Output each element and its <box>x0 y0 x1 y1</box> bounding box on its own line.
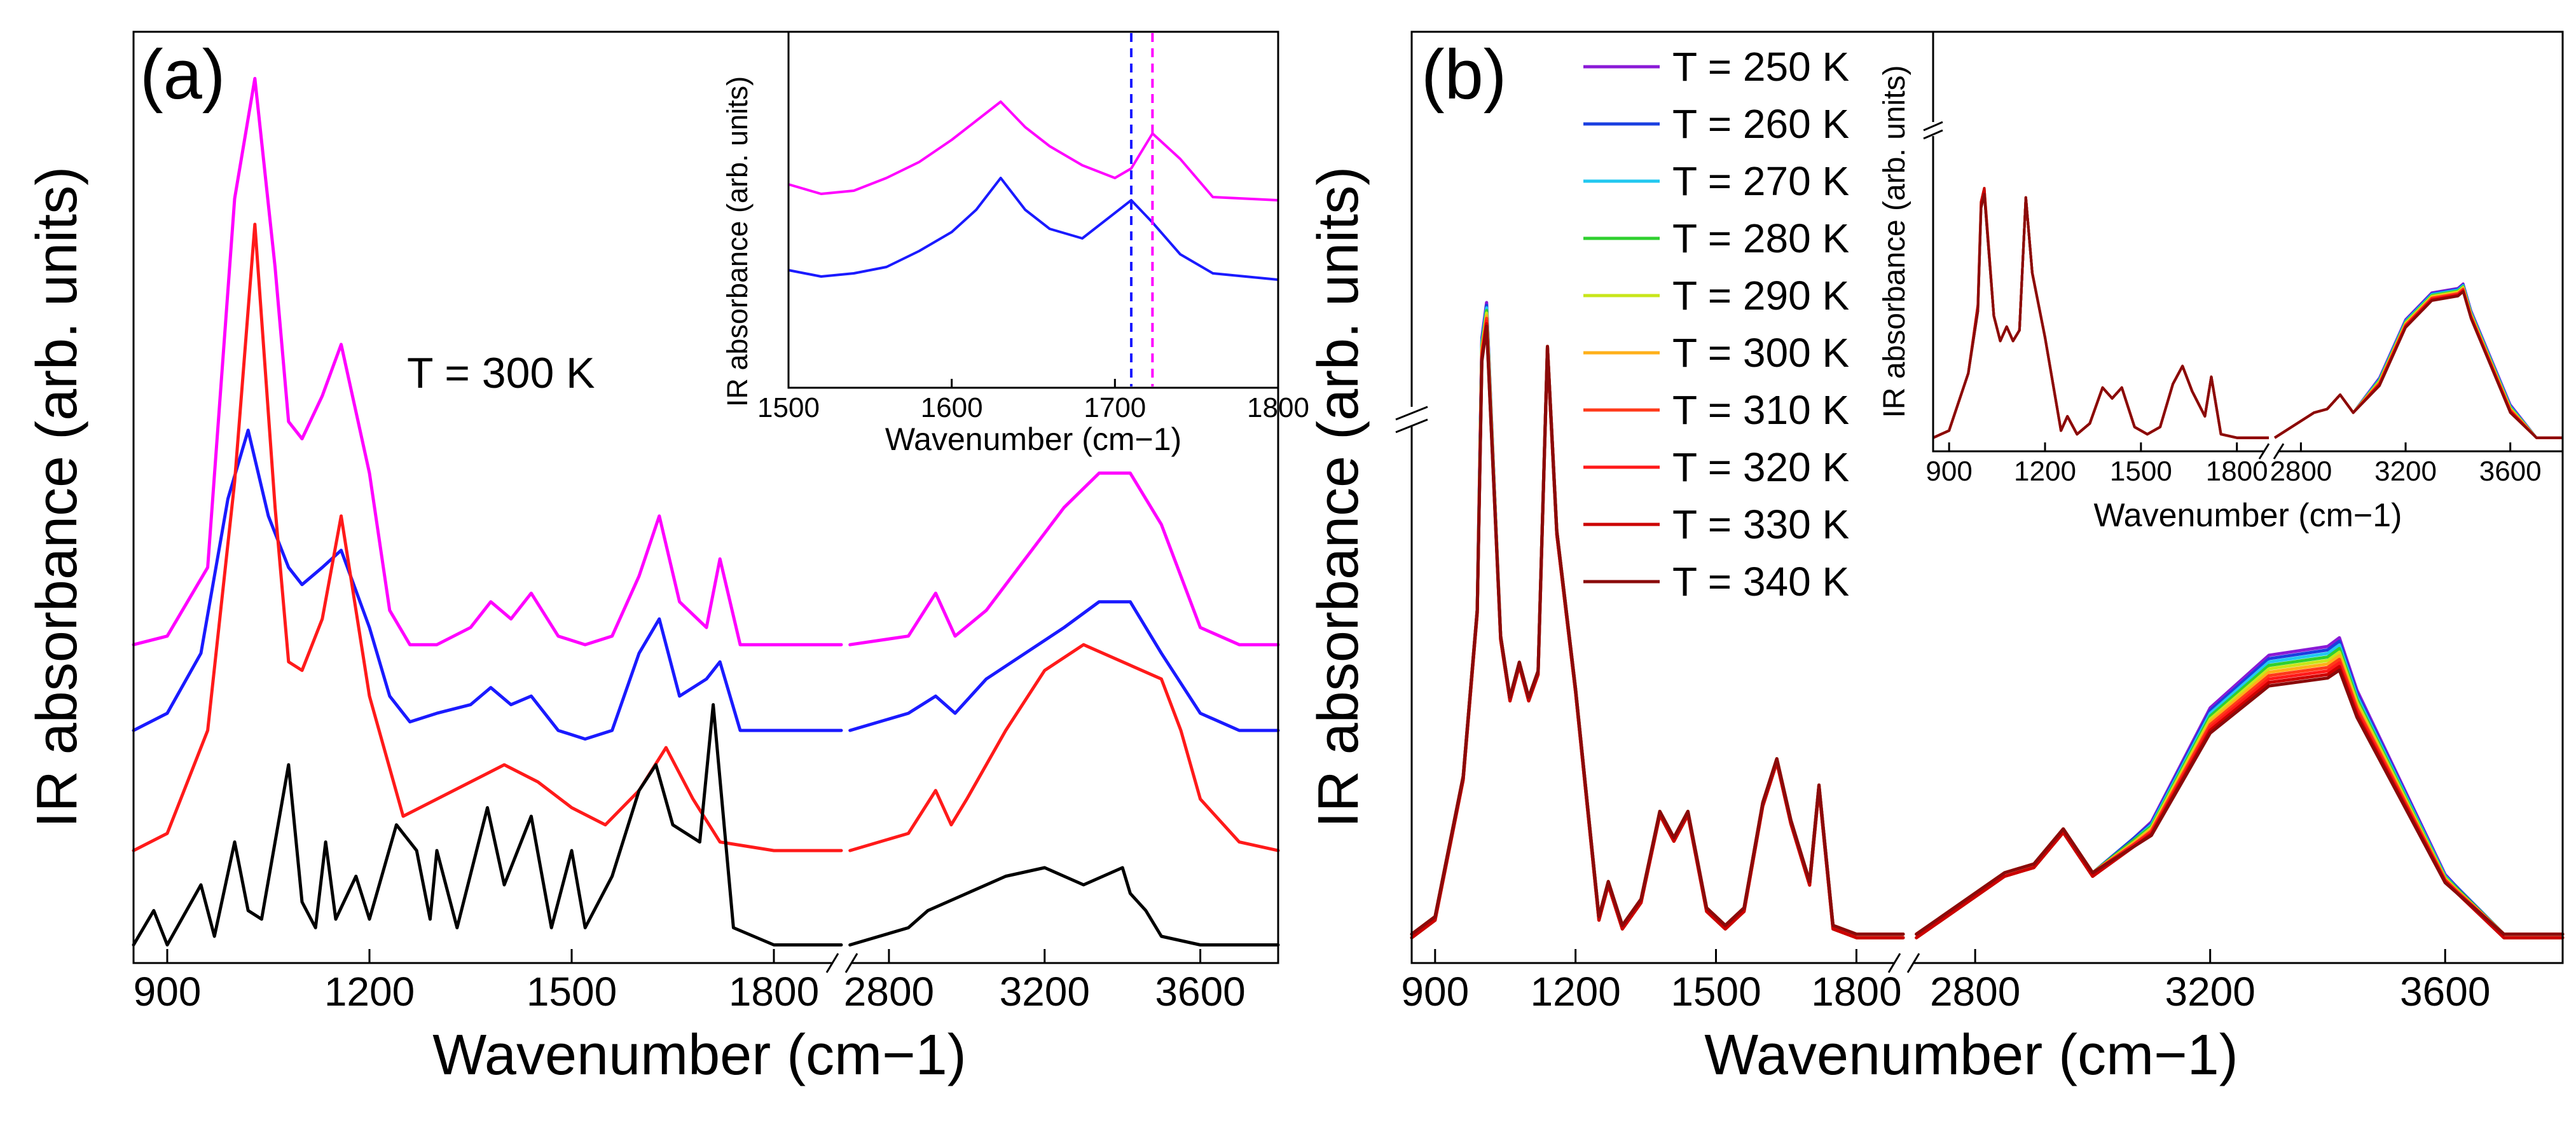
panel-b-inset-x-tick-label: 3600 <box>2479 456 2542 487</box>
panel-a-inset-series-blue <box>788 177 1279 281</box>
panel-b-x-tick-label: 1800 <box>1811 969 1901 1015</box>
legend-label: T = 290 K <box>1672 273 1849 318</box>
panel-a-inset-frame <box>787 31 1279 389</box>
panel-b-y-break-mark <box>1395 418 1428 434</box>
panel-b-inset-x-tick-label: 900 <box>1925 456 1972 487</box>
panel-a-x-tick-label: 1200 <box>324 969 415 1015</box>
panel-a-series-black <box>132 703 843 946</box>
panel-b-inset-background <box>1933 32 2563 451</box>
panel-a-plot-frame <box>132 31 1279 964</box>
panel-a-inset-background <box>789 32 1278 388</box>
legend-label: T = 330 K <box>1672 502 1849 547</box>
panel-a-inset-y-axis-title: IR absorbance (arb. units) <box>721 76 754 407</box>
panel-a-x-break-mark <box>844 953 858 973</box>
panel-b-series-340K <box>1410 324 1905 936</box>
panel-a-inset-x-tick-label: 1700 <box>1084 392 1146 423</box>
legend-label: T = 260 K <box>1672 101 1849 147</box>
panel-a-label: (a) <box>140 36 225 114</box>
legend-label: T = 270 K <box>1672 158 1849 204</box>
panel-b-inset-x-ticks: 900 1200 1500 1800 2800 3200 3600 <box>1925 442 2542 487</box>
panel-a-x-tick-label: 2800 <box>844 969 934 1015</box>
panel-b-legend: T = 250 K T = 260 K T = 270 K T = 280 K T = … <box>1583 44 1849 605</box>
panel-b-x-break-mark <box>1887 953 1901 973</box>
panel-b-inset-x-break-mark <box>2258 443 2270 460</box>
legend-label: T = 250 K <box>1672 44 1849 90</box>
panel-a-inset-x-tick-label: 1500 <box>757 392 820 423</box>
panel-a-series-blue <box>132 428 843 741</box>
panel-b-inset-y-break-mark <box>1923 129 1943 140</box>
panel-b-inset-x-break-mark <box>2273 443 2285 460</box>
panel-b-inset-frame <box>1932 31 2564 453</box>
panel-b-x-tick-label: 3200 <box>2165 969 2255 1015</box>
panel-b-inset-series-340K <box>2274 290 2563 439</box>
panel-a-series-red <box>132 222 843 852</box>
panel-a-series-magenta <box>132 77 843 646</box>
panel-a-series <box>132 77 1280 946</box>
panel-a-x-break-mark <box>825 953 839 973</box>
panel-b-y-axis-title: IR absorbance (arb. units) <box>1307 167 1370 828</box>
panel-b-inset: 900 1200 1500 1800 2800 3200 3600 Wavenumber (… <box>1878 31 2564 534</box>
panel-a-inset-x-axis-title: Wavenumber (cm−1) <box>885 421 1181 457</box>
panel-b-x-tick-label: 1200 <box>1530 969 1620 1015</box>
panel-b-inset-x-tick-label: 1500 <box>2110 456 2172 487</box>
legend-label: T = 340 K <box>1672 559 1849 605</box>
panel-b-x-tick-label: 1500 <box>1670 969 1761 1015</box>
panel-b-series-260K <box>1915 639 2565 936</box>
panel-b-inset-x-tick-label: 1200 <box>2014 456 2076 487</box>
panel-a-series-magenta <box>848 471 1280 646</box>
panel-a-inset-series <box>788 33 1279 386</box>
panel-b-x-tick-label: 900 <box>1401 969 1469 1015</box>
legend-label: T = 320 K <box>1672 444 1849 490</box>
panel-a-x-axis-title: Wavenumber (cm−1) <box>432 1023 966 1087</box>
panel-a-series-blue <box>848 600 1280 732</box>
panel-b-series-280K <box>1915 646 2565 936</box>
legend-label: T = 310 K <box>1672 387 1849 433</box>
panel-b-x-tick-label: 3600 <box>2400 969 2490 1015</box>
panel-a-inset-x-tick-label: 1800 <box>1247 392 1309 423</box>
panel-b-x-break-mark <box>1906 953 1920 973</box>
panel-b-inset-y-axis-title: IR absorbance (arb. units) <box>1878 65 1911 418</box>
panel-b-inset-x-tick-label: 1800 <box>2206 456 2268 487</box>
panel-a-x-tick-label: 1500 <box>527 969 617 1015</box>
panel-b-inset-x-tick-label: 2800 <box>2269 456 2332 487</box>
panel-b-inset-series <box>1932 187 2563 439</box>
panel-a-y-axis-title: IR absorbance (arb. units) <box>25 167 89 828</box>
panel-a-x-tick-label: 3600 <box>1155 969 1245 1015</box>
panel-a-x-tick-label: 900 <box>134 969 202 1015</box>
panel-a-x-tick-label: 3200 <box>1000 969 1090 1015</box>
panel-b-x-axis-title: Wavenumber (cm−1) <box>1704 1023 2238 1087</box>
panel-a-inset-series-magenta <box>788 100 1279 202</box>
panel-b-inset-series-340K <box>1932 193 2269 439</box>
panel-a-inset-x-ticks: 1500 1600 1700 1800 <box>757 379 1309 423</box>
panel-a-inset-x-tick-label: 1600 <box>921 392 983 423</box>
legend-label: T = 280 K <box>1672 215 1849 261</box>
panel-b-label: (b) <box>1421 36 1506 114</box>
panel-a-series-red <box>848 643 1280 852</box>
legend-label: T = 300 K <box>1672 330 1849 376</box>
panel-a-temperature-annotation: T = 300 K <box>407 349 595 397</box>
panel-b-x-tick-label: 2800 <box>1930 969 2020 1015</box>
panel-b: 900 1200 1500 1800 2800 3200 3600 (b) Wavenumb… <box>1307 31 2565 1087</box>
panel-a-x-tick-label: 1800 <box>729 969 819 1015</box>
panel-a-series-black <box>848 866 1280 946</box>
panel-a-inset: 1500 1600 1700 1800 Wavenumber (cm−1) IR ab… <box>721 31 1309 457</box>
panel-b-x-ticks: 900 1200 1500 1800 2800 3200 3600 <box>1401 949 2490 1015</box>
panel-b-series-300K <box>1915 654 2565 936</box>
panel-b-series-320K <box>1915 661 2565 936</box>
panel-b-series <box>1410 301 2565 939</box>
panel-b-inset-y-break-mark <box>1923 121 1943 132</box>
panel-b-inset-x-axis-title: Wavenumber (cm−1) <box>2094 497 2402 534</box>
panel-b-y-break-mark <box>1395 406 1428 421</box>
panel-a-x-ticks: 900 1200 1500 1800 2800 3200 3600 <box>134 949 1246 1015</box>
panel-a: 900 1200 1500 1800 2800 3200 3600 (a) T = 300 … <box>25 31 1309 1087</box>
panel-b-series-340K <box>1915 668 2565 936</box>
panel-b-inset-x-tick-label: 3200 <box>2374 456 2437 487</box>
